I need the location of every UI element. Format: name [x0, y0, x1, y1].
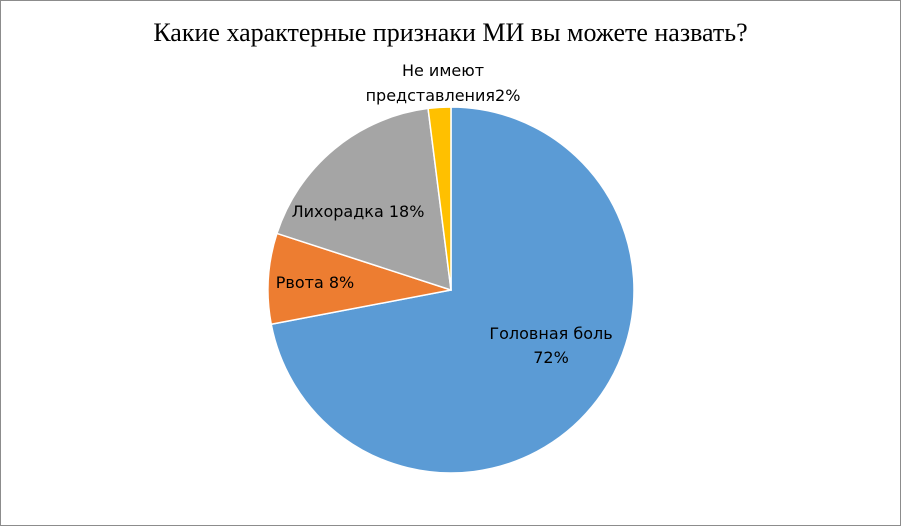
slice-label-2: Рвота 8%: [276, 273, 354, 292]
pie-slice-3: [276, 107, 452, 292]
slice-label-3: Лихорадка 18%: [292, 202, 425, 221]
pie-slice-2: [267, 232, 452, 326]
slice-label-1: Головная боль: [489, 324, 612, 343]
slice-label-4-line2: представления2%: [366, 86, 521, 105]
slice-label-4-line1: Не имеют: [402, 61, 484, 80]
chart-title: Какие характерные признаки МИ вы можете …: [153, 18, 748, 47]
slice-percent-1: 72%: [533, 348, 569, 367]
pie-slice-4: [427, 106, 452, 291]
pie-slice-1: [270, 106, 635, 474]
